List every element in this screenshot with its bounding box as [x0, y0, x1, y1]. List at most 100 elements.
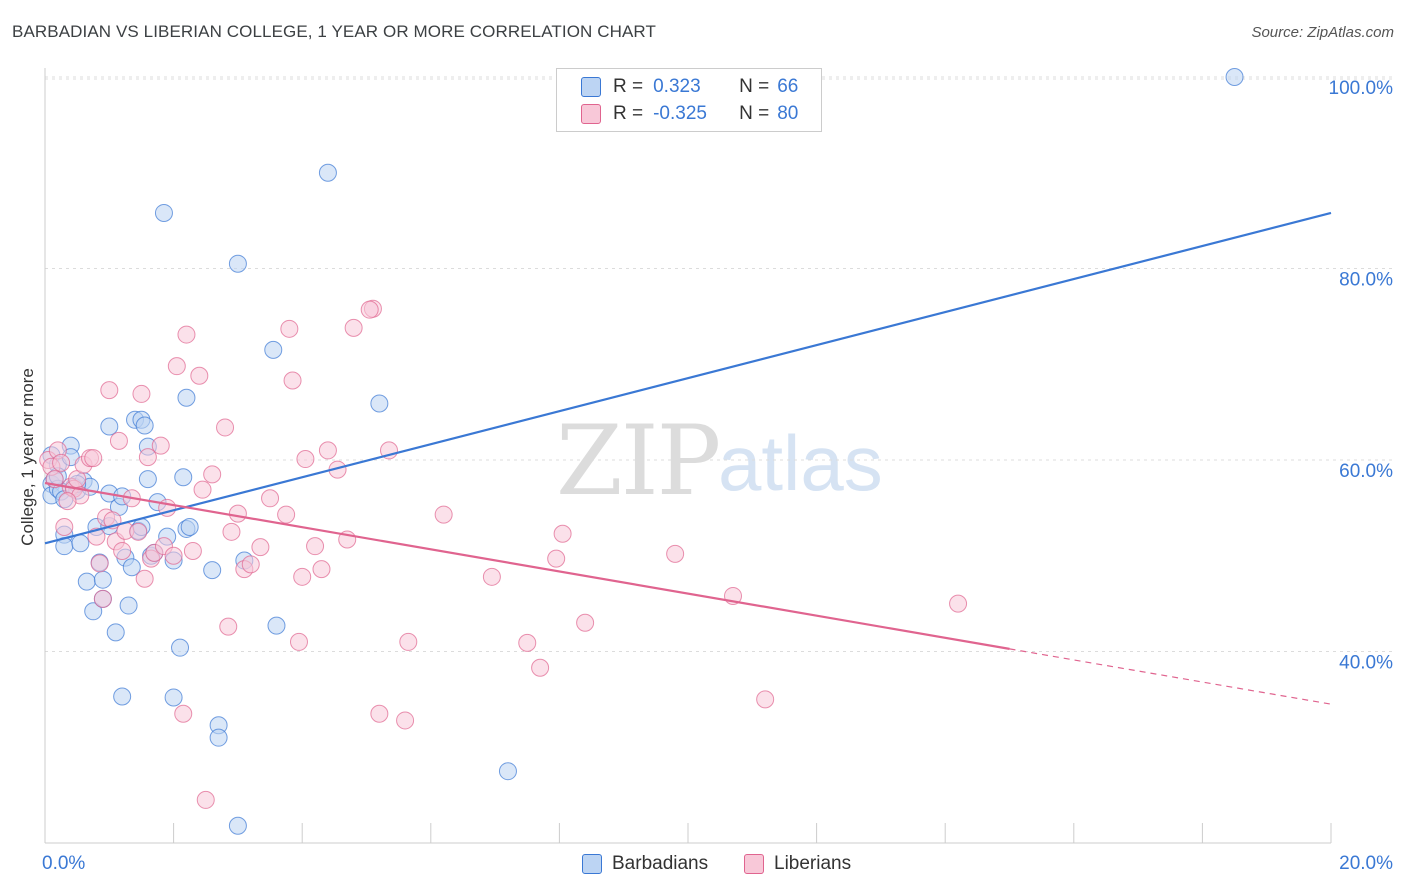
liberian-point: [293, 567, 312, 586]
liberian-point: [312, 560, 331, 579]
chart-title: BARBADIAN VS LIBERIAN COLLEGE, 1 YEAR OR…: [12, 22, 656, 41]
liberian-point: [219, 617, 238, 636]
liberian-point: [289, 632, 308, 651]
liberian-point: [135, 569, 154, 588]
liberian-point: [222, 522, 241, 541]
liberian-point: [576, 613, 595, 632]
barbadian-point: [93, 570, 112, 589]
barbadian-point: [138, 470, 157, 489]
liberian-point: [93, 589, 112, 608]
liberian-point: [482, 567, 501, 586]
liberian-point: [370, 704, 389, 723]
barbadian-point: [228, 254, 247, 273]
legend-label-barbadians: Barbadians: [612, 853, 709, 874]
liberian-point: [167, 357, 186, 376]
legend-swatch-liberians: [744, 854, 764, 874]
liberian-point: [174, 704, 193, 723]
liberian-point: [344, 318, 363, 337]
stats-swatch-liberians: [581, 104, 601, 124]
barbadian-point: [100, 417, 119, 436]
y-tick-label: 60.0%: [1339, 461, 1393, 482]
liberian-point: [216, 418, 235, 437]
barbadian-point: [154, 203, 173, 222]
barbadian-point: [71, 534, 90, 553]
barbadian-point: [135, 416, 154, 435]
barbadian-point: [267, 616, 286, 635]
barbadian-point: [498, 762, 517, 781]
liberian-point: [196, 790, 215, 809]
barbadian-point: [177, 388, 196, 407]
liberian-point: [90, 554, 109, 573]
barbadian-trend-line: [44, 211, 1332, 545]
liberian-point: [434, 505, 453, 524]
liberian-point: [399, 632, 418, 651]
liberian-point: [129, 522, 148, 541]
barbadian-point: [370, 394, 389, 413]
barbadian-point: [180, 518, 199, 537]
stats-r-value: 0.323: [653, 76, 701, 97]
liberian-point: [190, 366, 209, 385]
liberian-point: [138, 448, 157, 467]
liberian-point: [177, 325, 196, 344]
liberian-point: [283, 371, 302, 390]
watermark-zip: ZIP: [556, 405, 721, 517]
barbadian-point: [106, 623, 125, 642]
stats-row-barbadians: R = 0.323 N = 66: [581, 74, 798, 100]
y-axis-label: College, 1 year or more: [18, 368, 37, 546]
liberian-point: [518, 633, 537, 652]
barbadian-point: [122, 558, 141, 577]
liberian-point: [151, 436, 170, 455]
liberian-point: [109, 431, 128, 450]
liberian-point: [666, 544, 685, 563]
liberian-point: [241, 555, 260, 574]
liberian-point: [318, 441, 337, 460]
liberian-point: [756, 690, 775, 709]
liberian-point: [164, 546, 183, 565]
liberian-point: [306, 537, 325, 556]
y-tick-label: 40.0%: [1339, 653, 1393, 674]
barbadian-point: [209, 728, 228, 747]
y-tick-label: 100.0%: [1329, 78, 1394, 99]
liberian-point: [58, 492, 77, 511]
barbadian-point: [164, 688, 183, 707]
stats-r-label: R =: [613, 103, 644, 124]
liberian-point: [949, 594, 968, 613]
liberian-point: [396, 711, 415, 730]
barbadian-point: [203, 561, 222, 580]
liberian-point: [203, 465, 222, 484]
liberian-point: [132, 384, 151, 403]
liberian-point: [100, 381, 119, 400]
stats-box: R = 0.323 N = 66 R = -0.325 N = 80: [556, 68, 822, 132]
legend-item-barbadians[interactable]: Barbadians: [582, 851, 708, 877]
liberian-point: [228, 504, 247, 523]
liberian-point: [113, 541, 132, 560]
liberian-point: [261, 489, 280, 508]
liberian-point: [55, 518, 74, 537]
stats-n-label: N =: [739, 76, 770, 97]
barbadian-point: [318, 163, 337, 182]
liberian-trend-line-extension: [1009, 648, 1332, 705]
barbadian-point: [1225, 68, 1244, 86]
liberian-point: [84, 449, 103, 468]
legend-item-liberians[interactable]: Liberians: [744, 851, 851, 877]
liberian-point: [531, 658, 550, 677]
liberian-point: [183, 541, 202, 560]
legend-label-liberians: Liberians: [774, 853, 852, 874]
barbadian-point: [264, 340, 283, 359]
barbadian-point: [119, 596, 138, 615]
barbadian-point: [174, 468, 193, 487]
liberian-point: [251, 538, 270, 557]
liberian-point: [87, 527, 106, 546]
liberian-point: [280, 319, 299, 338]
stats-r-value: -0.325: [653, 103, 707, 124]
stats-row-liberians: R = -0.325 N = 80: [581, 101, 798, 127]
liberian-trend-line: [44, 481, 1010, 650]
stats-n-value: 80: [777, 103, 799, 124]
source-credit: Source: ZipAtlas.com: [1251, 24, 1394, 41]
barbadian-point: [228, 816, 247, 835]
stats-r-label: R =: [613, 76, 644, 97]
x-tick-label: 20.0%: [1339, 853, 1393, 874]
barbadian-point: [77, 572, 96, 591]
liberian-point: [52, 453, 71, 472]
